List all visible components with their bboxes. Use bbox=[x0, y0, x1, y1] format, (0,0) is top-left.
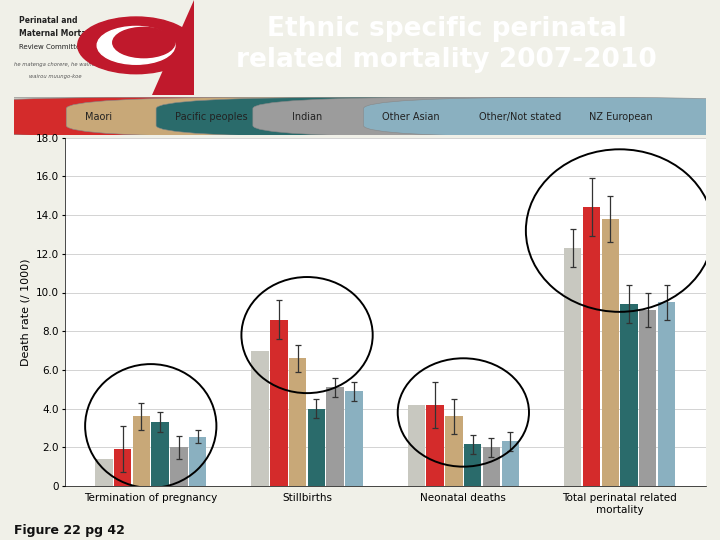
Bar bbox=[621, 304, 638, 486]
Bar bbox=[445, 416, 463, 486]
Bar bbox=[345, 391, 363, 486]
Text: NZ European: NZ European bbox=[590, 112, 653, 122]
FancyBboxPatch shape bbox=[0, 97, 289, 137]
Y-axis label: Death rate (/ 1000): Death rate (/ 1000) bbox=[21, 258, 30, 366]
Circle shape bbox=[97, 26, 175, 64]
FancyBboxPatch shape bbox=[364, 97, 720, 137]
FancyBboxPatch shape bbox=[0, 97, 379, 137]
Text: Ethnic specific perinatal
related mortality 2007-2010: Ethnic specific perinatal related mortal… bbox=[236, 16, 657, 73]
Text: Maternal Mortality: Maternal Mortality bbox=[19, 29, 101, 38]
Bar bbox=[251, 350, 269, 486]
Text: wairou muungo-koe: wairou muungo-koe bbox=[29, 75, 82, 79]
Text: Figure 22 pg 42: Figure 22 pg 42 bbox=[14, 524, 125, 537]
Bar bbox=[326, 387, 344, 486]
Bar bbox=[426, 405, 444, 486]
Text: he matenga chorere, he waihua ulu,: he matenga chorere, he waihua ulu, bbox=[14, 62, 109, 67]
Bar bbox=[307, 409, 325, 486]
Bar bbox=[601, 219, 619, 486]
Bar bbox=[270, 320, 288, 486]
Polygon shape bbox=[152, 0, 194, 94]
Text: Review Committee: Review Committee bbox=[19, 44, 85, 50]
FancyBboxPatch shape bbox=[66, 97, 496, 137]
Bar bbox=[132, 416, 150, 486]
Bar bbox=[189, 437, 207, 486]
Bar bbox=[464, 444, 482, 486]
Bar bbox=[289, 359, 307, 486]
Text: Maori: Maori bbox=[85, 112, 112, 122]
Bar bbox=[564, 248, 582, 486]
Text: Other Asian: Other Asian bbox=[382, 112, 440, 122]
Bar bbox=[502, 442, 519, 486]
Bar bbox=[658, 302, 675, 486]
Bar bbox=[151, 422, 169, 486]
Bar bbox=[114, 449, 131, 486]
Bar bbox=[639, 310, 657, 486]
Circle shape bbox=[113, 28, 175, 58]
Circle shape bbox=[78, 17, 194, 74]
Bar bbox=[482, 447, 500, 486]
Bar bbox=[408, 405, 426, 486]
Text: Perinatal and: Perinatal and bbox=[19, 16, 78, 25]
Bar bbox=[170, 447, 188, 486]
Text: Other/Not stated: Other/Not stated bbox=[479, 112, 561, 122]
Bar bbox=[95, 459, 112, 486]
FancyBboxPatch shape bbox=[156, 97, 586, 137]
Bar bbox=[582, 207, 600, 486]
FancyBboxPatch shape bbox=[253, 97, 683, 137]
Text: Indian: Indian bbox=[292, 112, 323, 122]
Text: Pacific peoples: Pacific peoples bbox=[175, 112, 248, 122]
